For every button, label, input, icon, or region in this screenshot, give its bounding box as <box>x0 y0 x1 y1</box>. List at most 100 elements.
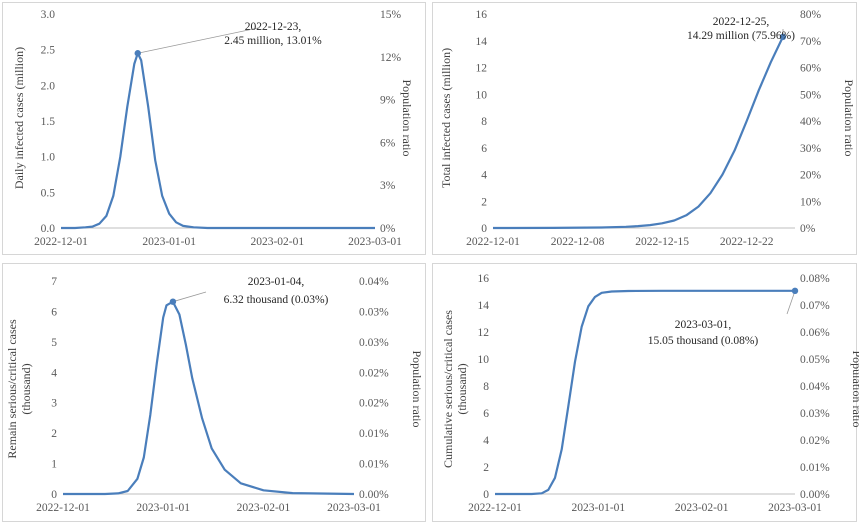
y-tick-label: 12 <box>476 63 488 75</box>
y-tick-label: 0 <box>483 489 489 501</box>
x-tick-label: 2023-02-01 <box>675 502 729 514</box>
x-tick-label: 2022-12-01 <box>466 236 520 248</box>
annotation-leader <box>172 291 207 303</box>
y2-tick-label: 30% <box>800 143 822 155</box>
y2-tick-label: 15% <box>380 9 402 21</box>
y-tick-label: 4 <box>51 367 57 379</box>
series-line <box>61 52 375 230</box>
series-line <box>495 289 795 496</box>
y-tick-label: 4 <box>481 170 487 182</box>
y2-tick-label: 0.01% <box>359 459 389 471</box>
annotation-text: 2.45 million, 13.01% <box>224 35 322 47</box>
y2-tick-label: 80% <box>800 9 822 21</box>
y2-tick-label: 0.01% <box>359 428 389 440</box>
y-tick-label: 3.0 <box>41 9 56 21</box>
y2-tick-label: 3% <box>380 180 396 192</box>
x-tick-label: 2023-02-01 <box>250 236 304 248</box>
annotation-text: 2023-01-04, <box>248 276 305 288</box>
x-tick-label: 2023-03-01 <box>768 502 822 514</box>
y-tick-label: 5 <box>51 337 57 349</box>
y2-tick-label: 0.01% <box>800 462 830 474</box>
panel-cumulative-serious: 0 2 4 6 8 10 12 14 16 0.00% 0.01% 0.02% 0.03% 0.04% 0.… <box>432 263 859 522</box>
y2-tick-label: 0.00% <box>800 489 830 501</box>
y-tick-label: 7 <box>51 276 57 288</box>
x-tick-label: 2022-12-01 <box>34 236 88 248</box>
y-axis-label: Total infected cases (million) <box>439 48 453 188</box>
panel-total-infected: 0 2 4 6 8 10 12 14 16 0% 10% 20% 30% 40% 50% 60% 70% 80% 2… <box>432 2 857 255</box>
y2-tick-label: 0.03% <box>359 306 389 318</box>
annotation-text: 6.32 thousand (0.03%) <box>224 294 329 306</box>
series-line <box>492 36 784 230</box>
y-tick-label: 16 <box>476 9 488 21</box>
chart-total-infected: 0 2 4 6 8 10 12 14 16 0% 10% 20% 30% 40% 50% 60% 70% 80% 2… <box>439 9 856 248</box>
y2-axis-label: Population ratio <box>850 351 859 428</box>
annotation-text: 2022-12-25, <box>713 16 770 28</box>
y-tick-label: 0 <box>481 223 487 235</box>
y2-tick-label: 0.04% <box>800 381 830 393</box>
y-axis-label: (thousand) <box>455 363 469 414</box>
y-tick-label: 2 <box>51 428 57 440</box>
y-tick-label: 1.5 <box>41 116 56 128</box>
y2-tick-label: 0.08% <box>800 273 830 285</box>
x-tick-label: 2023-01-01 <box>571 502 625 514</box>
y2-tick-label: 0.06% <box>800 327 830 339</box>
x-tick-label: 2023-03-01 <box>348 236 402 248</box>
y-tick-label: 0 <box>51 489 57 501</box>
y2-axis-label: Population ratio <box>410 351 424 428</box>
y-tick-label: 2.0 <box>41 80 56 92</box>
y-tick-label: 8 <box>483 381 489 393</box>
x-tick-label: 2022-12-01 <box>36 502 90 514</box>
annotation-text: 15.05 thousand (0.08%) <box>648 335 759 347</box>
x-tick-label: 2022-12-01 <box>468 502 522 514</box>
y-tick-label: 10 <box>478 354 490 366</box>
annotation-text: 2023-03-01, <box>675 319 732 331</box>
y-tick-label: 6 <box>483 408 489 420</box>
y-axis-label: (thousand) <box>19 363 33 414</box>
x-tick-label: 2023-01-01 <box>136 502 190 514</box>
y-tick-label: 6 <box>51 306 57 318</box>
y-tick-label: 0.0 <box>41 223 56 235</box>
y2-tick-label: 10% <box>800 196 822 208</box>
y2-tick-label: 50% <box>800 89 822 101</box>
y-tick-label: 10 <box>476 89 488 101</box>
y-tick-label: 14 <box>478 300 490 312</box>
annotation-marker <box>779 33 787 41</box>
y2-tick-label: 0.03% <box>359 337 389 349</box>
y-axis-label: Remain serious/critical cases <box>5 319 19 459</box>
annotation-text: 2022-12-23, <box>245 21 302 33</box>
y-tick-label: 16 <box>478 273 490 285</box>
y2-axis-label: Population ratio <box>842 80 856 157</box>
y2-tick-label: 0.00% <box>359 489 389 501</box>
y2-tick-label: 60% <box>800 63 822 75</box>
annotation-leader <box>786 290 796 315</box>
x-tick-label: 2023-02-01 <box>237 502 291 514</box>
y2-tick-label: 20% <box>800 170 822 182</box>
y2-tick-label: 0% <box>380 223 396 235</box>
y2-tick-label: 6% <box>380 137 396 149</box>
y-tick-label: 2 <box>483 462 489 474</box>
y-tick-label: 4 <box>483 435 489 447</box>
y-tick-label: 1.0 <box>41 152 56 164</box>
panel-remain-serious: 0 1 2 3 4 5 6 7 0.00% 0.01% 0.01% 0.02% 0.02% 0.03% 0.… <box>2 263 426 522</box>
annotation-marker <box>791 287 799 295</box>
y2-tick-label: 0% <box>800 223 816 235</box>
series-line <box>63 300 355 496</box>
annotation-marker <box>169 298 177 305</box>
y2-tick-label: 0.02% <box>359 367 389 379</box>
chart-daily-infected: 0.0 0.5 1.0 1.5 2.0 2.5 3.0 0% 3% 6% 9% 12% 15% 2022-… <box>12 9 414 248</box>
y-tick-label: 0.5 <box>41 187 56 199</box>
x-tick-label: 2022-12-08 <box>551 236 605 248</box>
y-tick-label: 8 <box>481 116 487 128</box>
y2-tick-label: 12% <box>380 52 402 64</box>
y-tick-label: 12 <box>478 327 490 339</box>
annotation-leader <box>137 27 259 54</box>
y2-axis-label: Population ratio <box>400 80 414 157</box>
y2-tick-label: 40% <box>800 116 822 128</box>
y-tick-label: 1 <box>51 459 57 471</box>
y2-tick-label: 0.03% <box>800 408 830 420</box>
chart-cumulative-serious: 0 2 4 6 8 10 12 14 16 0.00% 0.01% 0.02% 0.03% 0.04% 0.… <box>441 273 859 514</box>
annotation-marker <box>134 50 141 57</box>
y2-tick-label: 0.02% <box>359 398 389 410</box>
y2-tick-label: 0.02% <box>800 435 830 447</box>
x-tick-label: 2022-12-15 <box>635 236 689 248</box>
